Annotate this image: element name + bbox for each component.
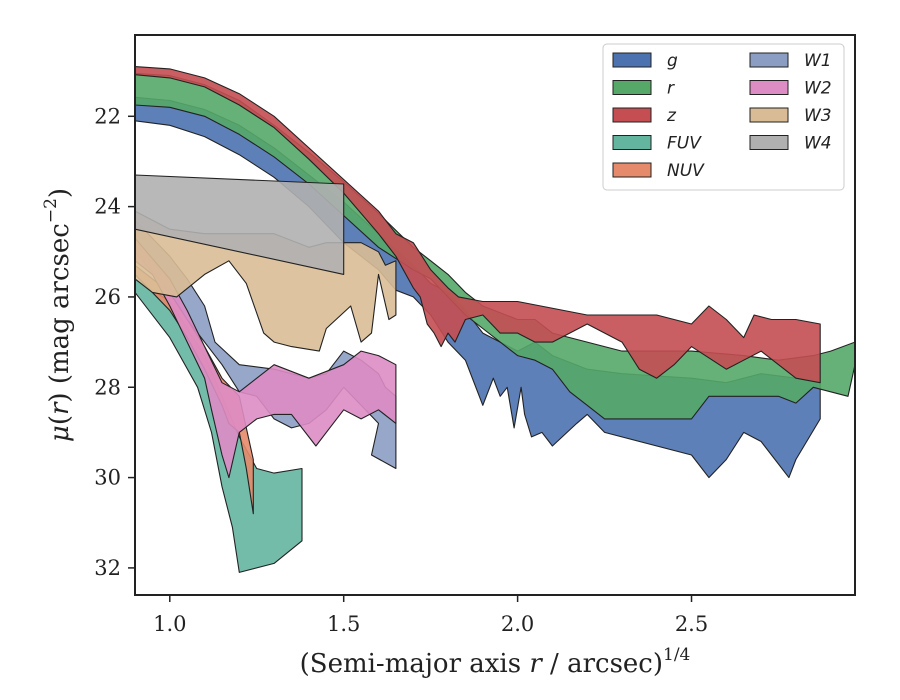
y-tick-label: 24 <box>94 195 121 219</box>
legend-label-r: r <box>667 79 675 99</box>
y-tick-label: 26 <box>94 285 121 309</box>
y-axis-label: μ(r) (mag arcsec−2) <box>41 188 75 442</box>
x-axis-label: (Semi-major axis r / arcsec)1/4 <box>300 645 691 679</box>
series-band-z <box>135 66 821 384</box>
legend-swatch-g <box>612 52 652 68</box>
legend-label-fuv: FUV <box>667 134 702 154</box>
legend-label-w1: W1 <box>804 51 832 71</box>
series-layer <box>135 66 855 573</box>
legend-label-z: z <box>666 106 677 126</box>
y-tick-label: 28 <box>94 375 121 399</box>
legend-swatch-fuv <box>612 135 652 150</box>
legend-swatch-w1 <box>749 52 789 68</box>
y-tick-label: 32 <box>94 556 121 580</box>
y-tick-label: 30 <box>94 466 121 490</box>
legend-swatch-z <box>612 107 652 123</box>
x-tick-label: 2.5 <box>675 612 708 636</box>
legend-label-w4: W4 <box>804 134 832 154</box>
x-tick-label: 1.0 <box>153 612 186 636</box>
series-band-w1 <box>135 219 397 470</box>
legend-swatch-w2 <box>749 80 789 95</box>
legend-label-w2: W2 <box>804 79 832 99</box>
x-tick-label: 1.5 <box>327 612 360 636</box>
legend-label-nuv: NUV <box>667 161 705 181</box>
legend-label-w3: W3 <box>804 106 832 126</box>
y-tick-label: 22 <box>94 104 121 128</box>
axes-frame <box>134 34 856 596</box>
x-tick-label: 2.0 <box>501 612 534 636</box>
legend-swatch-w4 <box>749 135 789 150</box>
legend-swatch-r <box>612 80 652 95</box>
legend-swatch-w3 <box>749 107 789 123</box>
series-band-w4 <box>135 174 345 275</box>
ticks-layer: 1.0 1.5 2.0 2.5 22 24 26 28 30 32 <box>94 104 708 636</box>
legend-swatch-nuv <box>612 162 652 178</box>
series-band-w2 <box>135 237 397 479</box>
legend: grz FUV NUV W1 W2 W3 W4 <box>602 43 845 191</box>
legend-label-g: g <box>667 51 678 71</box>
